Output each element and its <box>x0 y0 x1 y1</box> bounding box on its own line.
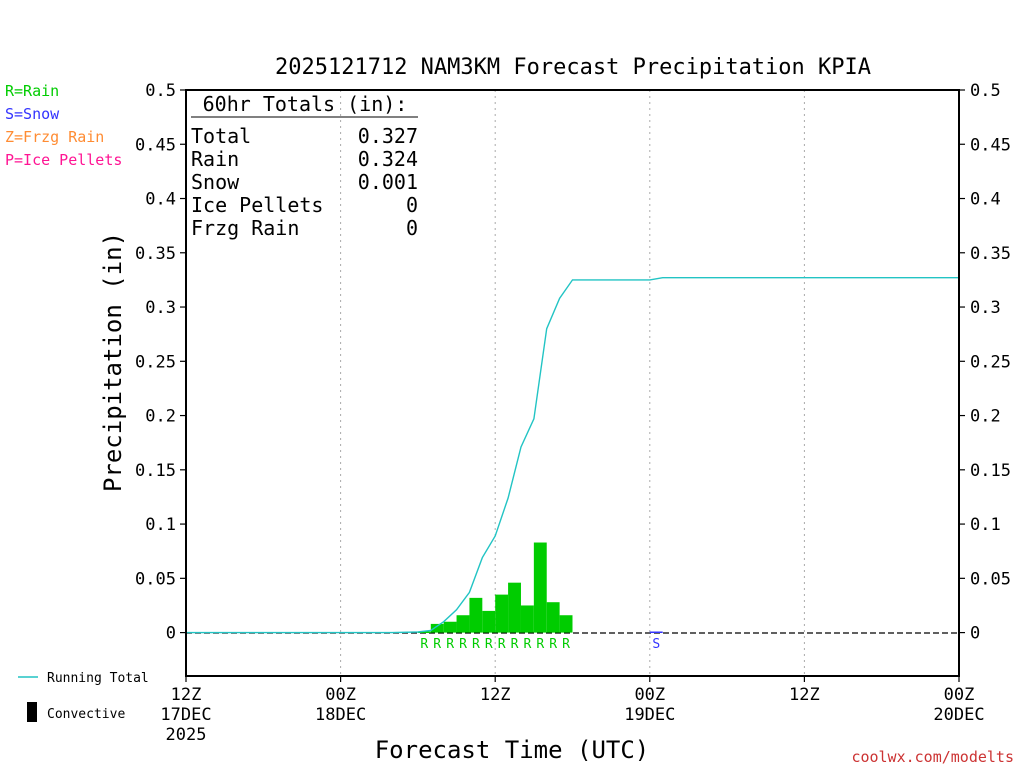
precip-type-code: R <box>433 637 441 652</box>
y-tick-label: 0.3 <box>970 298 1001 318</box>
precip-bar <box>495 594 509 633</box>
precip-type-code: R <box>536 637 544 652</box>
x-tick-label: 12Z <box>480 685 511 705</box>
y-tick-label: 0.2 <box>970 407 1001 427</box>
totals-heading: 60hr Totals (in): <box>203 92 408 116</box>
y-tick-label: 0.4 <box>970 190 1001 210</box>
precip-bar <box>469 597 483 633</box>
x-tick-label: 20DEC <box>933 705 984 725</box>
y-tick-label: 0.15 <box>135 461 176 481</box>
precip-bar <box>508 582 521 633</box>
precip-bar <box>482 610 496 633</box>
y-tick-label: 0 <box>970 624 980 644</box>
y-tick-label: 0.35 <box>970 244 1011 264</box>
series-legend-label: Convective <box>47 707 125 722</box>
x-tick-label: 12Z <box>171 685 202 705</box>
precip-type-legend-item: P=Ice Pellets <box>5 151 122 169</box>
y-tick-label: 0.1 <box>970 515 1001 535</box>
y-tick-label: 0.25 <box>970 352 1011 372</box>
precip-type-legend-item: Z=Frzg Rain <box>5 128 104 146</box>
y-tick-label: 0.05 <box>135 569 176 589</box>
x-axis-label: Forecast Time (UTC) <box>375 736 650 764</box>
precip-type-legend: R=Rain S=Snow Z=Frzg Rain P=Ice Pellets <box>5 82 122 169</box>
precip-bar <box>520 605 534 633</box>
totals-value: 0 <box>406 193 418 217</box>
precip-bar <box>559 615 573 633</box>
chart-title: 2025121712 NAM3KM Forecast Precipitation… <box>275 55 871 80</box>
y-tick-label: 0.1 <box>145 515 176 535</box>
x-tick-label: 00Z <box>634 685 665 705</box>
x-tick-label: 18DEC <box>315 705 366 725</box>
source-credit: coolwx.com/modelts <box>851 748 1014 766</box>
precip-type-code: R <box>498 637 506 652</box>
y-axis-right: 0.5 0.45 0.4 0.35 0.3 0.25 0.2 0.15 0.1 0.05 0 <box>959 81 1011 644</box>
convective-swatch <box>27 702 37 722</box>
x-tick-label: 00Z <box>325 685 356 705</box>
precip-type-code: R <box>459 637 467 652</box>
x-tick-label: 2025 <box>166 725 207 745</box>
y-tick-label: 0.25 <box>135 352 176 372</box>
precip-bar <box>443 621 457 633</box>
series-legend-label: Running Total <box>47 671 149 686</box>
precip-type-legend-item: S=Snow <box>5 105 60 123</box>
totals-box: 60hr Totals (in): Total 0.327 Rain 0.324 Sno… <box>191 92 418 240</box>
x-tick-label: 00Z <box>944 685 975 705</box>
totals-label: Ice Pellets <box>191 193 323 217</box>
precip-bar <box>649 631 663 634</box>
x-tick-label: 19DEC <box>624 705 675 725</box>
running-total-line <box>186 277 959 634</box>
totals-value: 0.327 <box>358 124 418 148</box>
totals-label: Snow <box>191 170 240 194</box>
y-tick-label: 0 <box>166 624 176 644</box>
y-tick-label: 0.45 <box>970 135 1011 155</box>
y-tick-label: 0.2 <box>145 407 176 427</box>
precip-type-code: R <box>420 637 428 652</box>
x-tick-label: 17DEC <box>160 705 211 725</box>
totals-value: 0.324 <box>358 147 418 171</box>
precip-bar <box>546 602 560 633</box>
precip-type-code: R <box>446 637 454 652</box>
precip-bar <box>417 631 431 634</box>
totals-value: 0.001 <box>358 170 418 194</box>
precip-type-code: R <box>485 637 493 652</box>
precip-type-code: R <box>549 637 557 652</box>
y-axis-left: 0.5 0.45 0.4 0.35 0.3 0.25 0.2 0.15 0.1 0.05 0 <box>135 81 186 644</box>
precip-type-code: R <box>523 637 531 652</box>
y-axis-label: Precipitation (in) <box>99 232 127 492</box>
y-tick-label: 0.5 <box>145 81 176 101</box>
y-tick-label: 0.15 <box>970 461 1011 481</box>
precip-type-legend-item: R=Rain <box>5 82 59 100</box>
totals-label: Total <box>191 124 251 148</box>
totals-value: 0 <box>406 216 418 240</box>
totals-label: Rain <box>191 147 239 171</box>
precip-bar <box>430 623 444 633</box>
precip-bars <box>417 542 663 634</box>
precip-type-code: R <box>472 637 480 652</box>
series-legend: Running Total Convective <box>18 671 149 722</box>
totals-label: Frzg Rain <box>191 216 299 240</box>
precip-type-code: R <box>562 637 570 652</box>
y-tick-label: 0.4 <box>145 190 176 210</box>
y-tick-label: 0.3 <box>145 298 176 318</box>
precip-type-code: S <box>652 637 660 652</box>
precip-type-code: R <box>511 637 519 652</box>
y-tick-label: 0.05 <box>970 569 1011 589</box>
gridlines <box>340 90 805 676</box>
precip-bar <box>533 542 547 633</box>
plot-frame <box>185 89 960 677</box>
y-tick-label: 0.45 <box>135 135 176 155</box>
y-tick-label: 0.35 <box>135 244 176 264</box>
y-tick-label: 0.5 <box>970 81 1001 101</box>
precip-bar <box>456 615 470 633</box>
x-tick-label: 12Z <box>789 685 820 705</box>
